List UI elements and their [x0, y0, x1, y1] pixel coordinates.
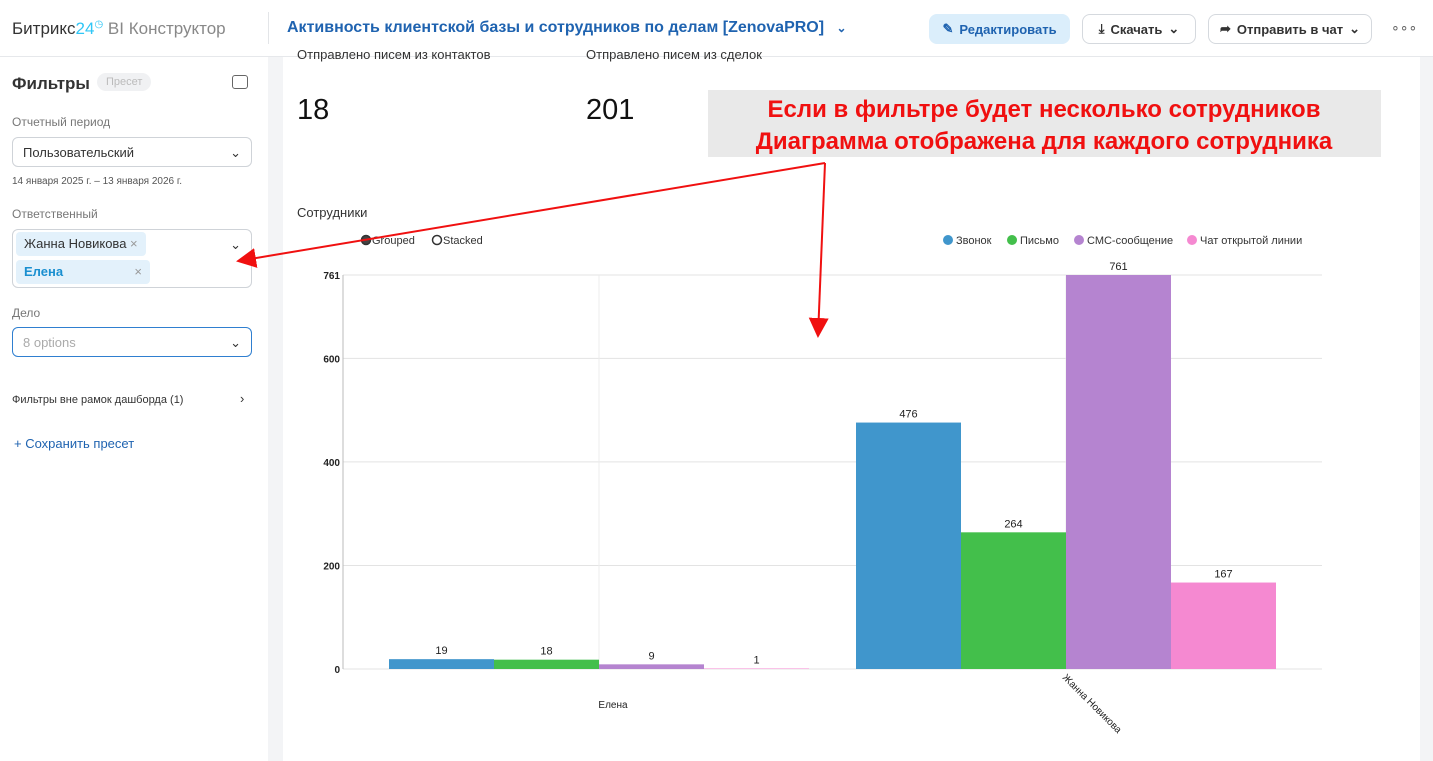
title-text: Активность клиентской базы и сотрудников… — [287, 19, 825, 36]
bar — [1066, 275, 1171, 669]
value-label: 167 — [1214, 569, 1232, 581]
separator — [268, 12, 269, 44]
tag-label: Жанна Новикова — [24, 236, 127, 251]
legend-swatch — [1007, 235, 1017, 245]
kpi-value: 18 — [297, 94, 330, 126]
dashboard-title[interactable]: Активность клиентской базы и сотрудников… — [287, 19, 847, 36]
legend-swatch — [1187, 235, 1197, 245]
bar — [1171, 582, 1276, 669]
y-tick-label: 761 — [323, 271, 340, 282]
download-button[interactable]: ⤓ Скачать ⌄ — [1082, 14, 1196, 44]
value-label: 264 — [1004, 518, 1022, 530]
bar — [961, 532, 1066, 669]
legend-label: СМС-сообщение — [1087, 235, 1173, 247]
header: Битрикс24◷ BI Конструктор Активность кли… — [0, 0, 1433, 57]
send-button[interactable]: ➦ Отправить в чат ⌄ — [1208, 14, 1372, 44]
deal-select[interactable]: 8 options ⌄ — [12, 327, 252, 357]
gutter — [268, 57, 283, 761]
bar — [494, 659, 599, 669]
tag[interactable]: Елена × — [16, 260, 150, 284]
period-range: 14 января 2025 г. – 13 января 2026 г. — [12, 176, 183, 187]
responsible-label: Ответственный — [12, 207, 98, 221]
preset-badge[interactable]: Пресет — [97, 73, 152, 91]
bar — [856, 422, 961, 669]
value-label: 476 — [899, 409, 917, 421]
value-label: 1 — [753, 654, 759, 666]
placeholder: 8 options — [23, 335, 76, 350]
button-label: Отправить в чат — [1236, 21, 1344, 37]
bar — [704, 668, 809, 669]
legend-swatch — [943, 235, 953, 245]
more-button[interactable]: ∘∘∘ — [1391, 19, 1418, 35]
select-value: Пользовательский — [23, 145, 135, 160]
legend-label: Чат открытой линии — [1200, 235, 1302, 247]
value-label: 9 — [648, 650, 654, 662]
tag[interactable]: Жанна Новикова × — [16, 232, 146, 256]
kpi-label: Отправлено писем из сделок — [586, 47, 762, 62]
kpi-label: Отправлено писем из контактов — [297, 47, 491, 62]
chart-title: Сотрудники — [297, 205, 368, 220]
kpi-value: 201 — [586, 94, 635, 126]
brand-number: 24 — [75, 19, 95, 38]
radio-label: Grouped — [372, 235, 415, 247]
period-select[interactable]: Пользовательский ⌄ — [12, 137, 252, 167]
outside-filters[interactable]: Фильтры вне рамок дашборда (1) — [12, 394, 184, 406]
arrow — [808, 162, 829, 338]
radio[interactable] — [431, 234, 443, 246]
y-tick-label: 600 — [323, 354, 340, 365]
filters-title: Фильтры — [12, 74, 90, 93]
x-tick-label: Жанна Новикова — [1060, 672, 1124, 736]
bar — [389, 659, 494, 669]
button-label: Скачать — [1110, 21, 1163, 37]
value-label: 18 — [540, 646, 552, 658]
gutter — [1420, 57, 1433, 761]
card: Отправлено писем из контактов 18 Отправл… — [283, 47, 1420, 761]
logo: Битрикс24◷ BI Конструктор — [12, 19, 226, 38]
annotation-text: Если в фильтре будет несколько сотрудник… — [768, 96, 1321, 123]
brand: Битрикс — [12, 19, 76, 38]
y-tick-label: 400 — [323, 458, 340, 469]
value-label: 761 — [1109, 261, 1127, 273]
tag-label: Елена — [24, 264, 64, 279]
edit-button[interactable]: ✎ Редактировать — [929, 14, 1070, 44]
sidebar: Фильтры Пресет Отчетный период Пользоват… — [0, 57, 268, 761]
button-label: Редактировать — [959, 21, 1057, 37]
arrow — [236, 162, 826, 268]
collapse-button[interactable] — [232, 75, 248, 89]
chevron: › — [240, 391, 245, 406]
y-tick-label: 0 — [334, 665, 340, 676]
annotation-text: Диаграмма отображена для каждого сотрудн… — [756, 128, 1333, 155]
save-preset[interactable]: + Сохранить пресет — [14, 436, 135, 451]
period-label: Отчетный период — [12, 115, 111, 129]
legend-label: Письмо — [1020, 235, 1059, 247]
product: BI Конструктор — [107, 19, 226, 38]
x-tick-label: Елена — [598, 700, 628, 711]
legend-swatch — [1074, 235, 1084, 245]
value-label: 19 — [435, 645, 447, 657]
annotation-box — [708, 90, 1381, 157]
legend-label: Звонок — [956, 235, 992, 247]
deal-label: Дело — [12, 306, 41, 320]
radio-label: Stacked — [443, 235, 483, 247]
bar — [599, 664, 704, 669]
y-tick-label: 200 — [323, 561, 340, 572]
